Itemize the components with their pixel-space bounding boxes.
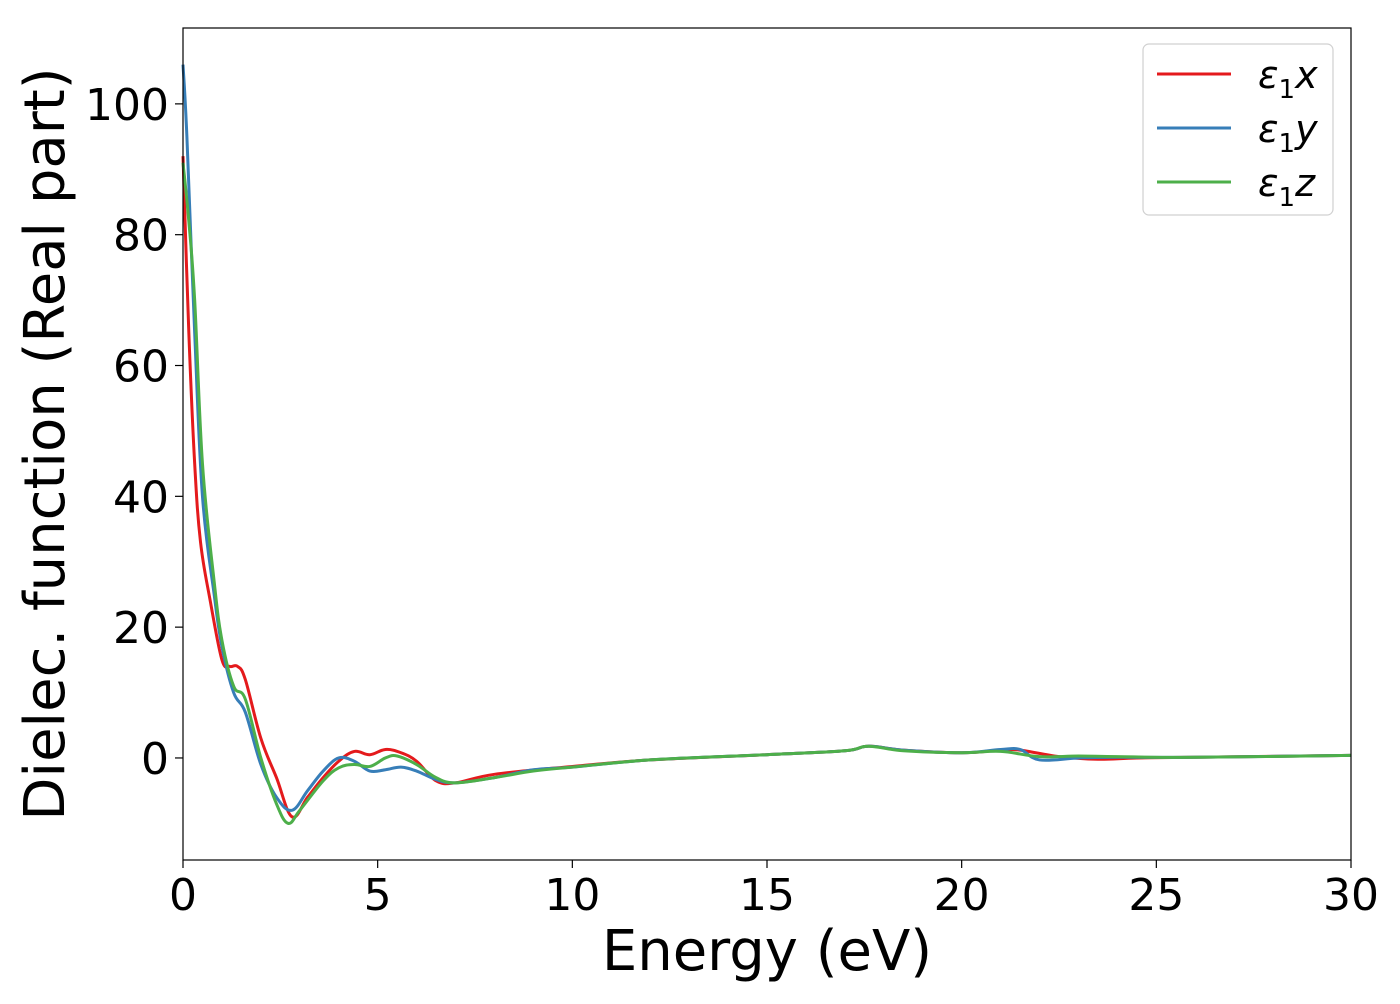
y-tick-label: 60 <box>113 342 169 393</box>
y-tick-label: 0 <box>141 734 169 785</box>
y-axis-ticks: 0 20 40 60 80 100 <box>85 80 183 785</box>
x-tick-label: 15 <box>739 870 795 921</box>
y-tick-label: 40 <box>113 472 169 523</box>
legend-box <box>1142 43 1334 216</box>
x-tick-label: 25 <box>1128 870 1184 921</box>
series-line-z <box>181 162 1352 825</box>
x-tick-label: 20 <box>934 870 990 921</box>
y-tick-label: 20 <box>113 603 169 654</box>
series-line-x <box>181 156 1352 819</box>
series-lines <box>181 64 1352 825</box>
x-axis-label: Energy (eV) <box>602 919 932 984</box>
legend-label-z: ε1z <box>1258 161 1316 213</box>
legend-label-y: ε1y <box>1258 107 1318 159</box>
legend-label-x: ε1x <box>1258 53 1318 105</box>
y-tick-label: 80 <box>113 211 169 262</box>
x-tick-label: 10 <box>544 870 600 921</box>
x-axis-ticks: 0 5 10 15 20 25 30 <box>169 860 1379 921</box>
x-tick-label: 0 <box>169 870 197 921</box>
y-tick-label: 100 <box>85 80 169 131</box>
y-axis-label: Dielec. function (Real part) <box>13 67 78 820</box>
x-tick-label: 5 <box>364 870 392 921</box>
x-tick-label: 30 <box>1323 870 1379 921</box>
